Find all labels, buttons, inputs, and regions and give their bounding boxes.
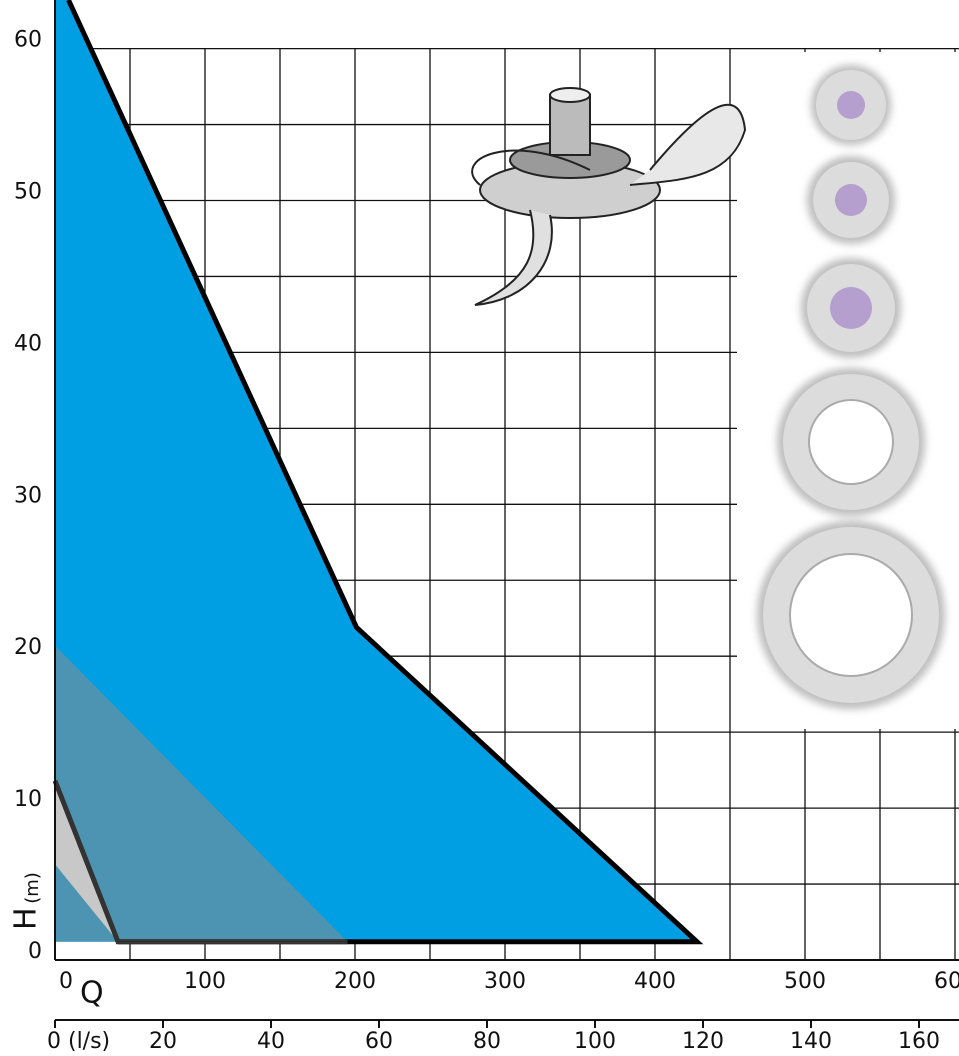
y-tick-label: 20 bbox=[14, 635, 42, 660]
x2-tick-label: 40 bbox=[257, 1029, 285, 1054]
x2-tick-label: 20 bbox=[149, 1029, 177, 1054]
x2-tick-label: 120 bbox=[682, 1029, 724, 1054]
line bbox=[52, 779, 348, 945]
y-tick-label: 10 bbox=[14, 787, 42, 812]
x2-tick-label: 60 bbox=[365, 1029, 393, 1054]
y-tick-label: 40 bbox=[14, 331, 42, 356]
x-tick-label: 300 bbox=[484, 969, 526, 994]
x2-tick-label: 80 bbox=[473, 1029, 501, 1054]
x-tick-label: 100 bbox=[184, 969, 226, 994]
x-tick-label: 0 bbox=[59, 969, 73, 994]
y-tick-label: 60 bbox=[14, 28, 42, 53]
x2-tick-label: 140 bbox=[790, 1029, 832, 1054]
x-tick-label: 600 bbox=[934, 969, 959, 994]
y-tick-label: 50 bbox=[14, 180, 42, 205]
illustrations bbox=[471, 52, 959, 729]
y-tick-label: 30 bbox=[14, 483, 42, 508]
x-tick-label: 200 bbox=[334, 969, 376, 994]
area bbox=[55, 645, 348, 942]
y-tick-label: 0 bbox=[28, 939, 42, 964]
x-tick-label: 400 bbox=[634, 969, 676, 994]
line bbox=[66, 0, 704, 945]
area bbox=[55, 0, 697, 942]
y-axis-unit: (m) bbox=[22, 872, 43, 904]
x2-tick-label: 160 bbox=[898, 1029, 940, 1054]
y-axis-label: H bbox=[9, 907, 44, 930]
x2-tick-label: 100 bbox=[574, 1029, 616, 1054]
x2-tick-label: 0 (l/s) bbox=[47, 1029, 110, 1054]
x-axis-label: Q bbox=[80, 976, 104, 1011]
x-tick-label: 500 bbox=[784, 969, 826, 994]
